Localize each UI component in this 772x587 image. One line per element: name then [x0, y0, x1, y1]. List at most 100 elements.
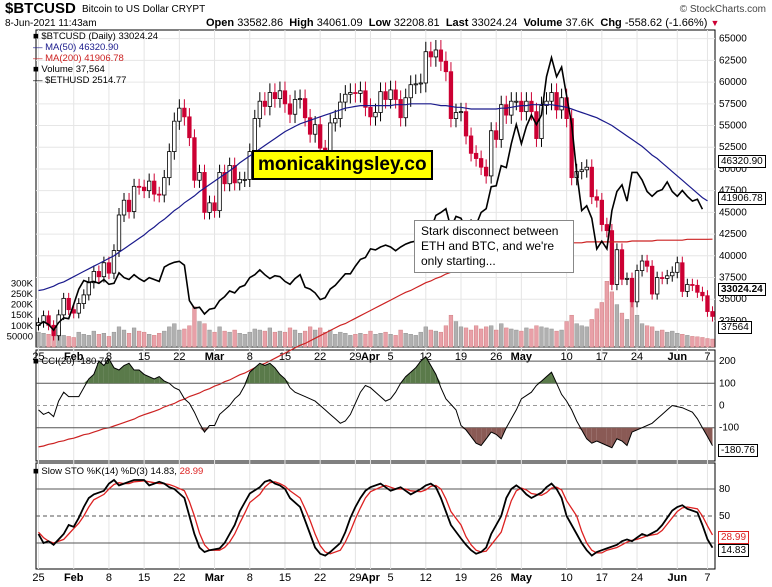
cci-overbought-area: [264, 363, 270, 384]
x-tick-label: 24: [631, 351, 643, 363]
x-tick-label: 17: [596, 572, 608, 584]
candle-body: [448, 71, 454, 119]
x-tick-label: 8: [247, 351, 253, 363]
volume-bar: [328, 329, 333, 348]
volume-bar: [91, 330, 96, 348]
volume-bar: [338, 331, 343, 348]
cci-overbought-area: [420, 356, 426, 384]
volume-bar: [177, 329, 182, 348]
volume-bar: [282, 331, 288, 348]
volume-bar: [579, 325, 584, 348]
volume-bar: [453, 321, 459, 348]
volume-bar: [162, 330, 167, 348]
last-price-badge: 33024.24: [718, 283, 766, 296]
candle-body: [594, 196, 599, 201]
cci-oversold-area: [476, 427, 482, 446]
price-tick-label: 57500: [719, 99, 747, 110]
volume-bar: [383, 331, 388, 348]
volume-bar: [418, 331, 423, 348]
candle-body: [675, 262, 680, 273]
candle-body: [539, 105, 544, 139]
x-tick-label: 8: [247, 572, 253, 584]
candle-body: [91, 271, 97, 284]
sto-d-badge: 28.99: [718, 531, 750, 544]
x-tick-label: Apr: [361, 351, 381, 363]
sto-d-line: [38, 480, 714, 555]
cci-oversold-area: [204, 427, 210, 433]
volume-bar: [227, 331, 232, 348]
candle-body: [86, 282, 91, 296]
volume-tick-label: 300K: [11, 278, 34, 289]
price-tick-label: 47500: [719, 186, 747, 197]
candle-body: [333, 118, 338, 124]
candle-body: [358, 90, 363, 94]
x-tick-label: 22: [314, 572, 326, 584]
volume-bar: [489, 325, 494, 348]
volume-bar: [212, 331, 217, 348]
candle-body: [383, 91, 388, 100]
volume-bar: [655, 330, 660, 348]
volume-bar: [670, 330, 675, 348]
volume-bar: [111, 331, 117, 348]
volume-bar: [468, 329, 474, 348]
open-value: 33582.86: [237, 17, 284, 29]
candle-body: [76, 303, 81, 314]
volume-bar: [182, 328, 187, 348]
candle-body: [690, 284, 695, 286]
candle-body: [614, 249, 620, 285]
cci-tick-label: 200: [719, 356, 736, 367]
cci-overbought-area: [108, 358, 114, 384]
volume-bar: [584, 326, 589, 348]
cci-overbought-area: [139, 369, 145, 384]
legend-cci: ■ CCI(20) -180.76: [33, 356, 110, 367]
candle-body: [529, 100, 534, 113]
volume-bar: [252, 328, 257, 348]
candle-body: [660, 277, 665, 279]
volume-bar: [710, 338, 715, 348]
volume-bar: [634, 314, 640, 348]
volume-bar: [705, 338, 710, 348]
x-tick-label: 26: [490, 351, 502, 363]
legend-sto-d: 28.99: [179, 466, 204, 477]
candle-body: [121, 199, 127, 216]
volume-bar: [262, 330, 267, 348]
annotation-note: Stark disconnect between ETH and BTC, an…: [414, 220, 574, 273]
x-tick-label: 24: [631, 572, 643, 584]
candle-body: [519, 100, 524, 113]
volume-bar: [494, 329, 499, 348]
eth-overlay-line: [38, 54, 704, 332]
volume-bar: [297, 333, 303, 348]
volume-tick-label: 250K: [11, 289, 34, 300]
candle-body: [423, 51, 428, 84]
candle-body: [162, 177, 167, 196]
volume-tick-label: 100K: [11, 321, 34, 332]
x-tick-label: Apr: [361, 572, 381, 584]
candle-body: [619, 249, 625, 280]
candle-body: [368, 106, 373, 118]
candle-body: [252, 118, 257, 152]
candle-body: [433, 49, 439, 58]
volume-bar: [514, 329, 519, 348]
candle-body: [494, 130, 499, 140]
volume-bar: [152, 335, 157, 348]
volume-bar: [222, 330, 227, 348]
volume-bar: [71, 337, 76, 348]
volume-bar: [247, 331, 252, 348]
volume-bar: [665, 331, 670, 348]
cci-overbought-area: [144, 374, 155, 384]
x-tick-label: 15: [279, 351, 291, 363]
volume-tick-label: 50000: [7, 331, 33, 342]
candle-body: [453, 112, 459, 119]
volume-bar: [534, 325, 539, 348]
volume-bar: [187, 325, 192, 348]
candle-body: [106, 262, 112, 274]
last-label: Last: [445, 17, 469, 29]
volume-bar: [479, 328, 484, 348]
sto-k-badge: 14.83: [718, 544, 750, 557]
candle-body: [147, 180, 152, 192]
volume-bar: [448, 314, 454, 348]
cci-overbought-area: [103, 358, 109, 384]
sto-tick-label: 80: [719, 484, 731, 495]
cci-overbought-area: [430, 365, 436, 384]
volume-bar: [81, 334, 86, 348]
